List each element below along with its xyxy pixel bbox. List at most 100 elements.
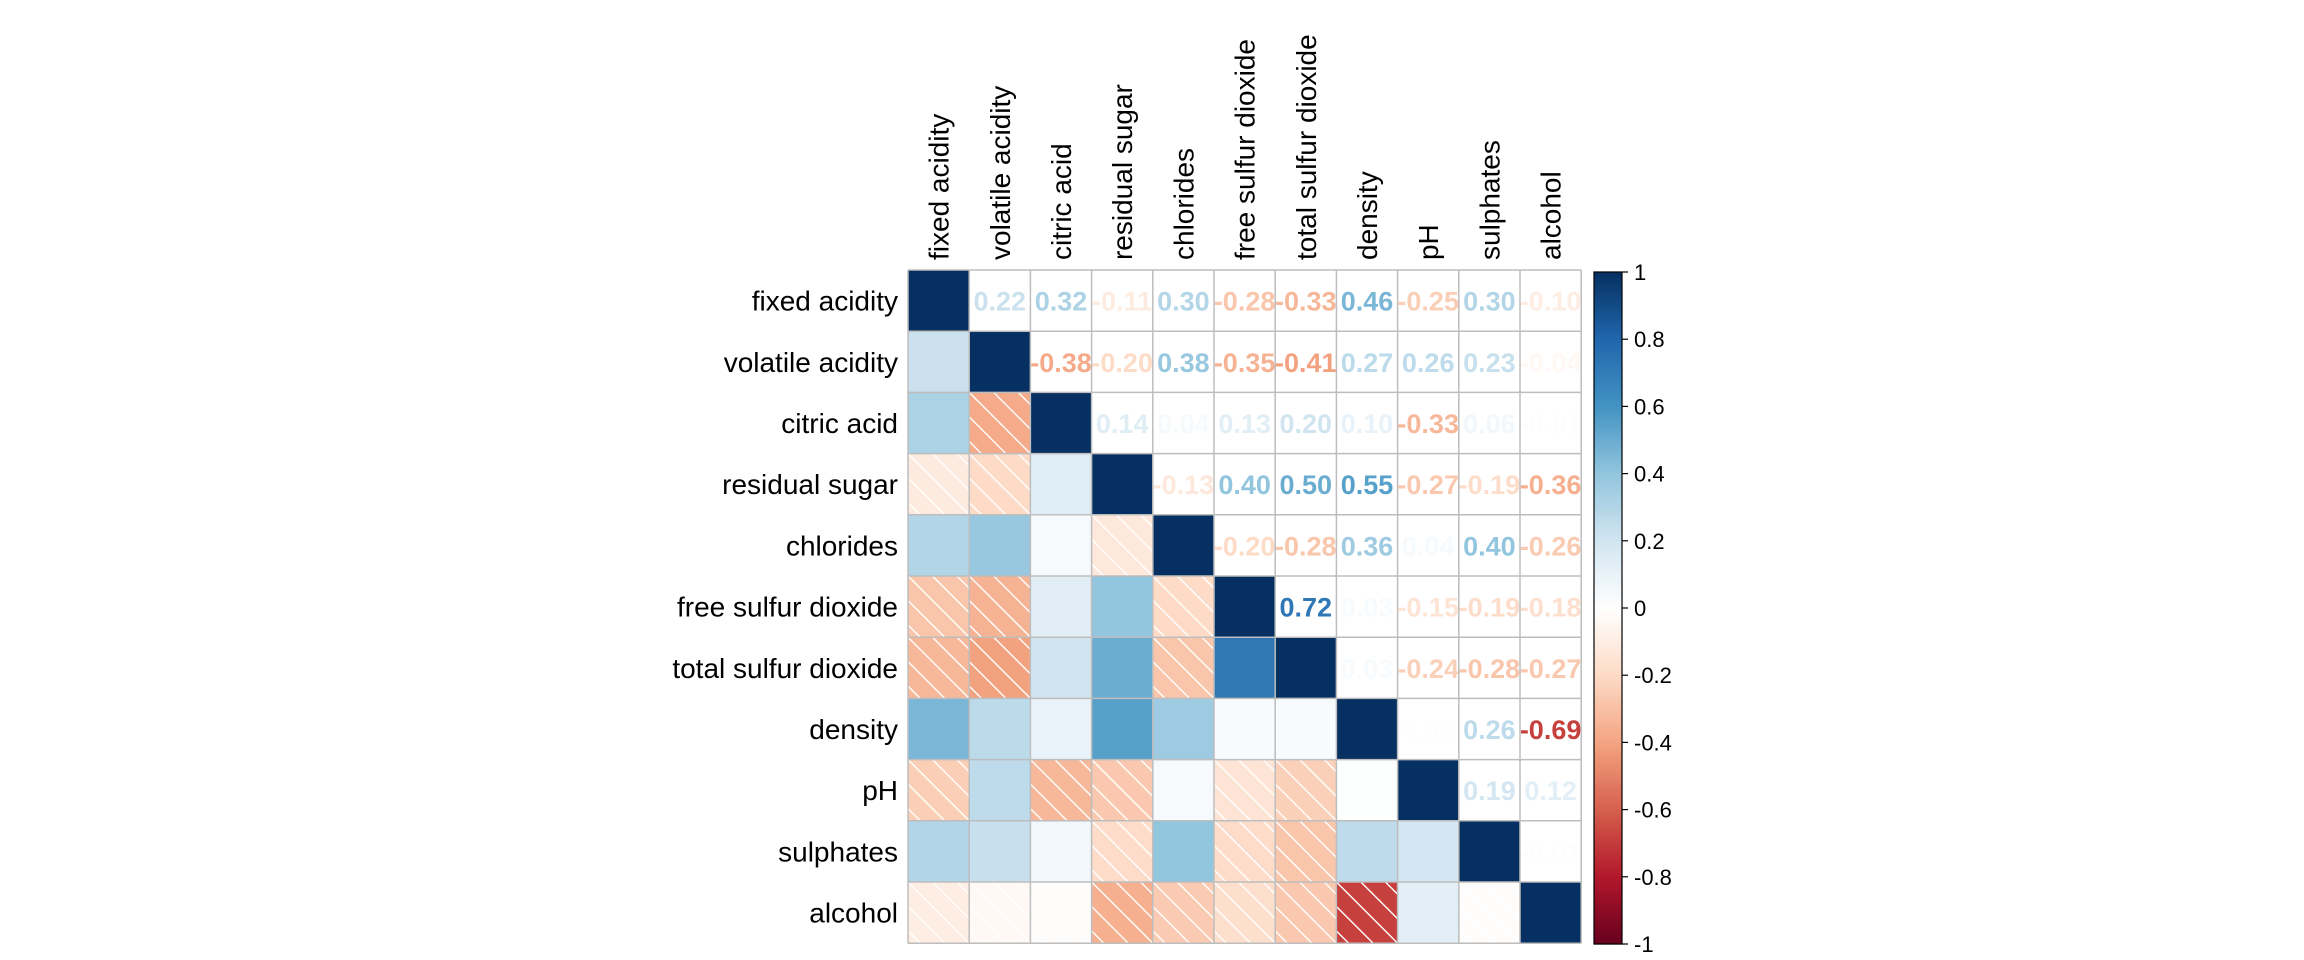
negative-hatch	[1213, 820, 1276, 883]
row-labels: fixed acidity volatile acidity citric acid…	[672, 286, 898, 929]
value-total-sulfur-dioxide-alcohol: -0.27	[1520, 654, 1582, 684]
cell-density-free-sulfur-dioxide	[1214, 698, 1276, 760]
value-density-alcohol: -0.69	[1520, 715, 1582, 745]
cell-chlorides-volatile-acidity	[969, 514, 1031, 576]
col-label-sulphates: sulphates	[1474, 140, 1505, 260]
value-residual-sugar-chlorides: -0.13	[1153, 470, 1215, 500]
value-volatile-acidity-chlorides: 0.38	[1157, 348, 1210, 378]
value-residual-sugar-density: 0.55	[1341, 470, 1394, 500]
value-chlorides-free-sulfur-dioxide: -0.20	[1214, 531, 1276, 561]
cell-density-chlorides	[1152, 698, 1214, 760]
value-volatile-acidity-sulphates: 0.23	[1463, 348, 1516, 378]
cell-pH-chlorides	[1152, 759, 1214, 821]
cell-residual-sugar-residual-sugar	[1091, 453, 1153, 515]
cell-sulphates-volatile-acidity	[969, 820, 1031, 882]
negative-hatch	[1091, 514, 1154, 577]
row-label-alcohol: alcohol	[809, 898, 898, 929]
cell-total-sulfur-dioxide-total-sulfur-dioxide	[1275, 637, 1337, 699]
cell-total-sulfur-dioxide-free-sulfur-dioxide	[1214, 637, 1276, 699]
col-label-fixed-acidity: fixed acidity	[924, 114, 955, 260]
value-fixed-acidity-residual-sugar: -0.11	[1092, 287, 1152, 317]
col-label-citric-acid: citric acid	[1046, 143, 1077, 260]
value-free-sulfur-dioxide-pH: -0.15	[1397, 593, 1459, 623]
heatmap-grid	[907, 269, 1582, 944]
cell-free-sulfur-dioxide-residual-sugar	[1091, 576, 1153, 638]
value-sulphates-alcohol: -0.01	[1520, 837, 1582, 867]
legend-tick-label: -0.2	[1634, 663, 1672, 688]
negative-hatch	[1274, 881, 1337, 944]
negative-hatch	[908, 453, 970, 516]
legend-tick-label: 0.8	[1634, 327, 1665, 352]
value-fixed-acidity-chlorides: 0.30	[1157, 287, 1210, 317]
negative-hatch	[968, 453, 1031, 516]
cell-sulphates-pH	[1397, 820, 1459, 882]
negative-hatch	[908, 881, 970, 944]
cell-sulphates-chlorides	[1152, 820, 1214, 882]
value-chlorides-pH: 0.04	[1402, 531, 1455, 561]
legend-tick-label: -0.6	[1634, 798, 1672, 823]
value-citric-acid-density: 0.10	[1341, 409, 1394, 439]
value-free-sulfur-dioxide-sulphates: -0.19	[1459, 593, 1521, 623]
row-label-chlorides: chlorides	[786, 530, 898, 561]
negative-hatch	[1152, 881, 1215, 944]
value-chlorides-total-sulfur-dioxide: -0.28	[1275, 531, 1337, 561]
value-residual-sugar-total-sulfur-dioxide: 0.50	[1280, 470, 1333, 500]
negative-hatch	[1091, 759, 1154, 822]
legend-tick-label: 1	[1634, 260, 1646, 285]
value-fixed-acidity-sulphates: 0.30	[1463, 287, 1516, 317]
row-label-density: density	[809, 714, 898, 745]
value-citric-acid-residual-sugar: 0.14	[1096, 409, 1149, 439]
legend-tick-label: 0	[1634, 596, 1646, 621]
col-label-density: density	[1352, 171, 1383, 260]
negative-hatch	[1335, 881, 1399, 944]
value-fixed-acidity-total-sulfur-dioxide: -0.33	[1275, 287, 1337, 317]
column-labels: fixed acidity volatile acidity citric acid…	[924, 34, 1567, 260]
cell-free-sulfur-dioxide-free-sulfur-dioxide	[1214, 576, 1276, 638]
negative-hatch	[968, 575, 1031, 638]
color-legend: 1 0.8 0.6 0.4 0.2 0 -0.2 -0.4 -0.6 -0.8 -1	[1593, 260, 1672, 957]
cell-citric-acid-citric-acid	[1030, 392, 1092, 454]
row-label-residual-sugar: residual sugar	[722, 469, 898, 500]
negative-hatch	[1152, 575, 1215, 638]
value-free-sulfur-dioxide-total-sulfur-dioxide: 0.72	[1280, 593, 1333, 623]
cell-sulphates-density	[1336, 820, 1398, 882]
value-chlorides-density: 0.36	[1341, 531, 1394, 561]
cell-density-residual-sugar	[1091, 698, 1153, 760]
cell-citric-acid-fixed-acidity	[908, 392, 970, 454]
negative-hatch	[968, 636, 1031, 699]
col-label-free-sulfur-dioxide: free sulfur dioxide	[1230, 39, 1261, 260]
value-total-sulfur-dioxide-pH: -0.24	[1397, 654, 1459, 684]
value-fixed-acidity-citric-acid: 0.32	[1035, 287, 1088, 317]
negative-hatch	[1029, 759, 1093, 822]
value-residual-sugar-sulphates: -0.19	[1459, 470, 1521, 500]
col-label-total-sulfur-dioxide: total sulfur dioxide	[1291, 34, 1322, 260]
value-citric-acid-free-sulfur-dioxide: 0.13	[1218, 409, 1271, 439]
cell-density-density	[1336, 698, 1398, 760]
legend-tick-label: 0.6	[1634, 394, 1665, 419]
legend-tick-label: -1	[1634, 932, 1654, 957]
value-density-pH: 0.01	[1402, 715, 1455, 745]
cell-total-sulfur-dioxide-residual-sugar	[1091, 637, 1153, 699]
value-volatile-acidity-total-sulfur-dioxide: -0.41	[1275, 348, 1337, 378]
value-citric-acid-chlorides: 0.04	[1157, 409, 1210, 439]
negative-hatch	[1029, 881, 1093, 944]
negative-hatch	[1213, 881, 1276, 944]
value-chlorides-sulphates: 0.40	[1463, 531, 1516, 561]
cell-density-total-sulfur-dioxide	[1275, 698, 1337, 760]
legend-tick-label: 0.2	[1634, 529, 1665, 554]
negative-hatch	[908, 575, 970, 638]
negative-hatch	[1213, 759, 1276, 822]
value-chlorides-alcohol: -0.26	[1520, 531, 1582, 561]
value-citric-acid-sulphates: 0.06	[1463, 409, 1516, 439]
row-label-total-sulfur-dioxide: total sulfur dioxide	[672, 653, 898, 684]
row-label-free-sulfur-dioxide: free sulfur dioxide	[677, 592, 898, 623]
negative-hatch	[1152, 636, 1215, 699]
value-fixed-acidity-alcohol: -0.10	[1520, 287, 1582, 317]
cell-sulphates-fixed-acidity	[908, 820, 970, 882]
cell-pH-volatile-acidity	[969, 759, 1031, 821]
cell-chlorides-citric-acid	[1030, 514, 1092, 576]
legend-tick-label: -0.8	[1634, 865, 1672, 890]
cell-alcohol-pH	[1397, 882, 1459, 944]
value-fixed-acidity-density: 0.46	[1341, 287, 1394, 317]
cell-total-sulfur-dioxide-citric-acid	[1030, 637, 1092, 699]
